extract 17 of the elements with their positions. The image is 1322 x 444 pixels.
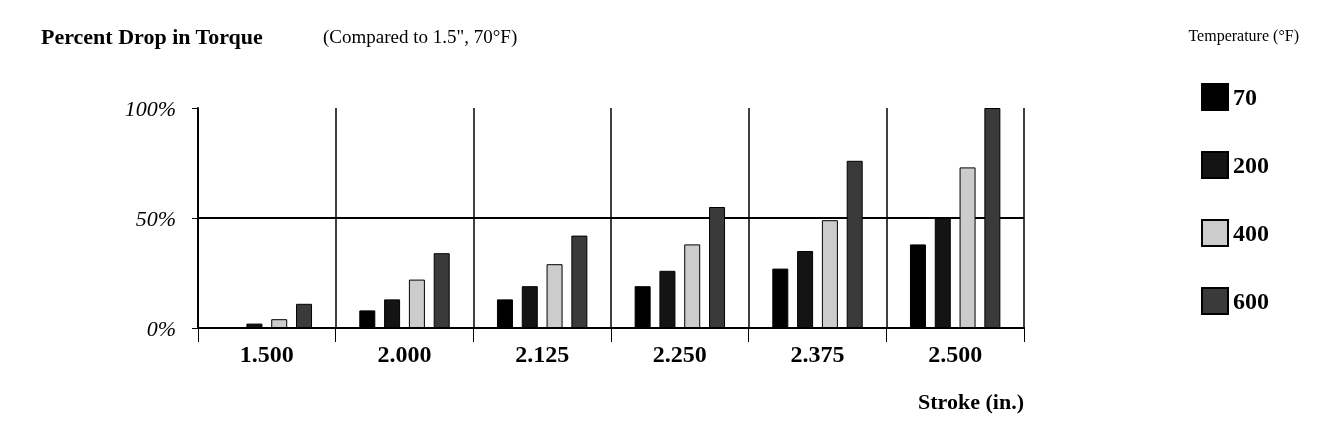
legend-label: 200 [1233,152,1269,178]
y-tick-label: 100% [124,95,176,121]
y-tick-label: 0% [146,315,176,341]
x-tick-label: 2.125 [515,341,570,367]
x-axis-title: Stroke (in.) [918,388,1024,414]
y-tick-label: 50% [135,205,176,231]
legend-title: Temperature (°F) [1188,26,1299,45]
x-tick-label: 2.500 [928,341,983,367]
legend-label: 400 [1233,220,1269,246]
legend-label: 70 [1233,84,1257,110]
x-tick-label: 2.250 [652,341,707,367]
chart-subtitle: (Compared to 1.5", 70°F) [323,26,518,48]
x-tick-label: 2.375 [790,341,845,367]
legend-label: 600 [1233,288,1269,314]
x-tick-label: 1.500 [239,341,294,367]
x-tick-label: 2.000 [377,341,432,367]
chart-title: Percent Drop in Torque [41,23,264,49]
